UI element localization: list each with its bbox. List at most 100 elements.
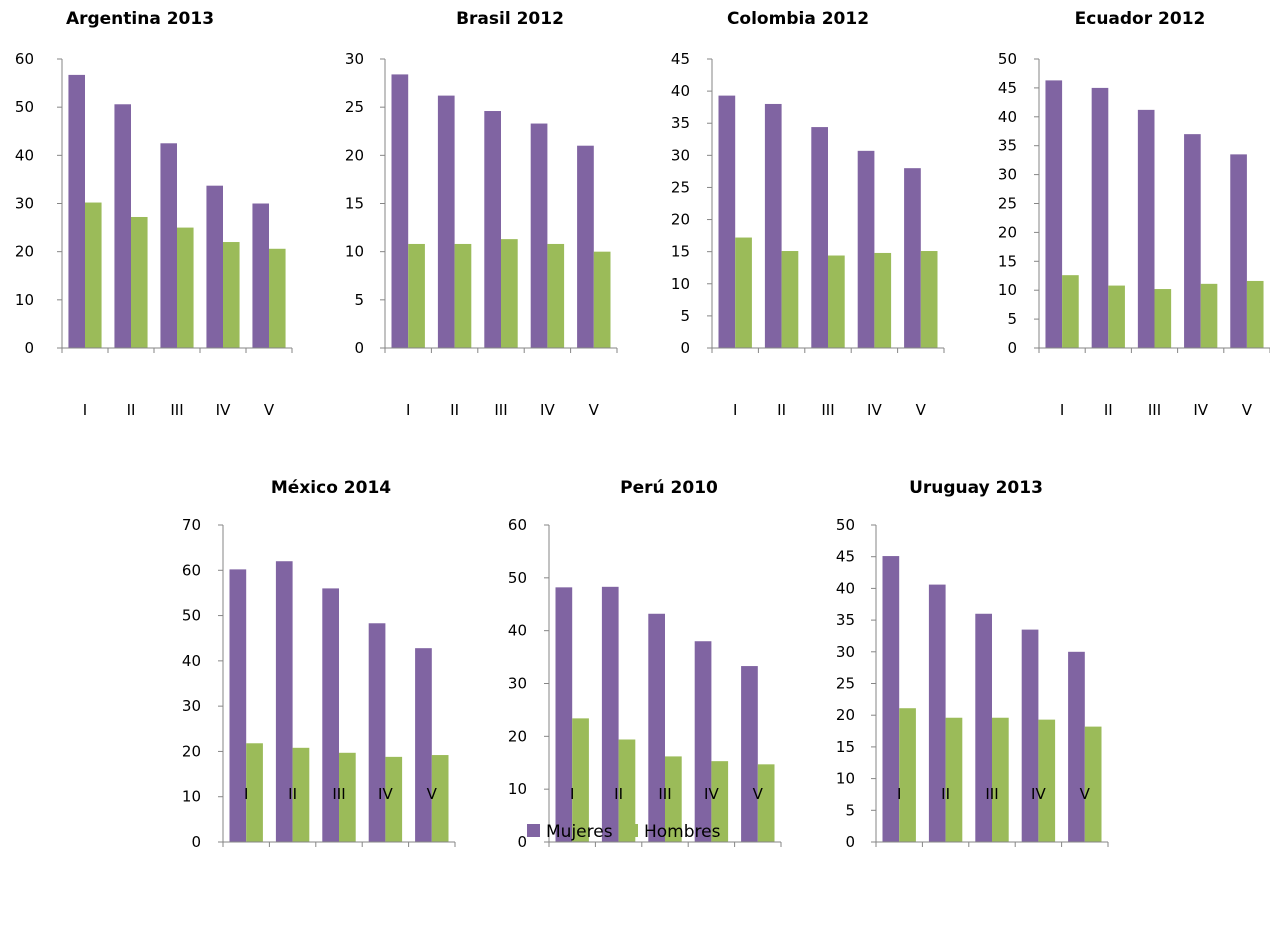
bar-hombres bbox=[385, 756, 403, 842]
y-tick-label: 5 bbox=[680, 307, 690, 325]
y-tick-label: 5 bbox=[845, 801, 855, 819]
y-tick-label: 0 bbox=[191, 833, 201, 851]
y-tick-label: 30 bbox=[508, 675, 527, 693]
y-tick-label: 20 bbox=[182, 742, 201, 760]
bar-mujeres bbox=[741, 666, 758, 842]
bar-hombres bbox=[408, 243, 425, 348]
bar-mujeres bbox=[882, 556, 900, 842]
bar-mujeres bbox=[1068, 651, 1085, 842]
legend-swatch-hombres bbox=[625, 824, 638, 837]
y-tick-label: 20 bbox=[671, 211, 690, 229]
y-tick-label: 15 bbox=[671, 243, 690, 261]
x-category-label: II bbox=[127, 401, 136, 419]
x-category-label: I bbox=[1060, 401, 1064, 419]
bar-hombres bbox=[85, 202, 102, 348]
bar-mujeres bbox=[1091, 87, 1109, 349]
bar-mujeres bbox=[1184, 134, 1201, 348]
y-tick-label: 45 bbox=[998, 79, 1017, 97]
x-category-label: V bbox=[916, 401, 927, 419]
y-tick-label: 40 bbox=[15, 146, 34, 164]
legend-label-hombres: Hombres bbox=[644, 822, 721, 842]
y-tick-label: 40 bbox=[836, 579, 855, 597]
bar-hombres bbox=[1084, 726, 1102, 842]
bar-mujeres bbox=[601, 586, 619, 842]
chart-title: Ecuador 2012 bbox=[1075, 9, 1206, 29]
y-tick-label: 10 bbox=[182, 788, 201, 806]
bar-hombres bbox=[1246, 280, 1264, 348]
y-tick-label: 25 bbox=[671, 178, 690, 196]
x-category-label: II bbox=[777, 401, 786, 419]
y-tick-label: 50 bbox=[836, 516, 855, 534]
bar-hombres bbox=[735, 237, 752, 348]
chart-title: Colombia 2012 bbox=[727, 9, 869, 29]
y-tick-label: 50 bbox=[998, 50, 1017, 68]
bar-hombres bbox=[1200, 283, 1218, 348]
bar-mujeres bbox=[484, 111, 501, 349]
x-category-label: III bbox=[985, 785, 998, 803]
x-category-label: III bbox=[494, 401, 507, 419]
y-tick-label: 30 bbox=[15, 195, 34, 213]
chart-title: México 2014 bbox=[271, 478, 391, 498]
y-tick-label: 30 bbox=[836, 643, 855, 661]
bar-mujeres bbox=[252, 203, 269, 348]
bar-hombres bbox=[131, 216, 148, 348]
bar-mujeres bbox=[694, 641, 712, 842]
y-tick-label: 40 bbox=[508, 622, 527, 640]
bar-mujeres bbox=[975, 613, 992, 842]
y-tick-label: 30 bbox=[182, 697, 201, 715]
bar-hombres bbox=[339, 752, 356, 842]
bar-mujeres bbox=[1230, 154, 1247, 348]
y-tick-label: 5 bbox=[354, 291, 364, 309]
y-tick-label: 15 bbox=[345, 195, 364, 213]
bar-hombres bbox=[431, 755, 449, 842]
y-tick-label: 10 bbox=[671, 275, 690, 293]
bar-hombres bbox=[246, 743, 263, 842]
legend: Mujeres Hombres bbox=[527, 822, 721, 842]
bar-hombres bbox=[992, 717, 1009, 842]
x-category-label: IV bbox=[378, 785, 393, 803]
y-tick-label: 40 bbox=[182, 652, 201, 670]
y-tick-label: 0 bbox=[845, 833, 855, 851]
y-tick-label: 20 bbox=[836, 706, 855, 724]
bar-hombres bbox=[711, 761, 729, 842]
y-tick-label: 0 bbox=[680, 339, 690, 357]
bar-hombres bbox=[665, 756, 682, 842]
y-tick-label: 20 bbox=[15, 243, 34, 261]
y-tick-label: 70 bbox=[182, 516, 201, 534]
y-tick-label: 25 bbox=[836, 675, 855, 693]
x-category-label: I bbox=[83, 401, 87, 419]
chart-title: Perú 2010 bbox=[620, 478, 718, 498]
y-tick-label: 10 bbox=[508, 780, 527, 798]
y-tick-label: 40 bbox=[998, 108, 1017, 126]
bar-hombres bbox=[177, 227, 194, 348]
y-tick-label: 60 bbox=[182, 561, 201, 579]
x-category-label: II bbox=[450, 401, 459, 419]
x-category-label: V bbox=[264, 401, 275, 419]
y-tick-label: 30 bbox=[998, 166, 1017, 184]
y-tick-label: 15 bbox=[836, 738, 855, 756]
y-tick-label: 0 bbox=[354, 339, 364, 357]
legend-swatch-mujeres bbox=[527, 824, 540, 837]
x-category-label: V bbox=[427, 785, 438, 803]
x-category-label: II bbox=[288, 785, 297, 803]
bar-hombres bbox=[269, 248, 286, 348]
x-category-label: IV bbox=[867, 401, 882, 419]
bar-hombres bbox=[1108, 285, 1125, 348]
y-tick-label: 25 bbox=[345, 98, 364, 116]
bar-mujeres bbox=[1137, 109, 1155, 348]
x-category-label: IV bbox=[216, 401, 231, 419]
bar-hombres bbox=[757, 764, 775, 842]
y-tick-label: 40 bbox=[671, 82, 690, 100]
bar-hombres bbox=[781, 251, 799, 348]
y-tick-label: 30 bbox=[345, 50, 364, 68]
bar-mujeres bbox=[114, 104, 131, 348]
x-category-label: I bbox=[570, 785, 574, 803]
x-category-label: V bbox=[1080, 785, 1091, 803]
y-tick-label: 10 bbox=[836, 770, 855, 788]
y-tick-label: 5 bbox=[1007, 310, 1017, 328]
y-tick-label: 10 bbox=[345, 243, 364, 261]
y-tick-label: 30 bbox=[671, 146, 690, 164]
